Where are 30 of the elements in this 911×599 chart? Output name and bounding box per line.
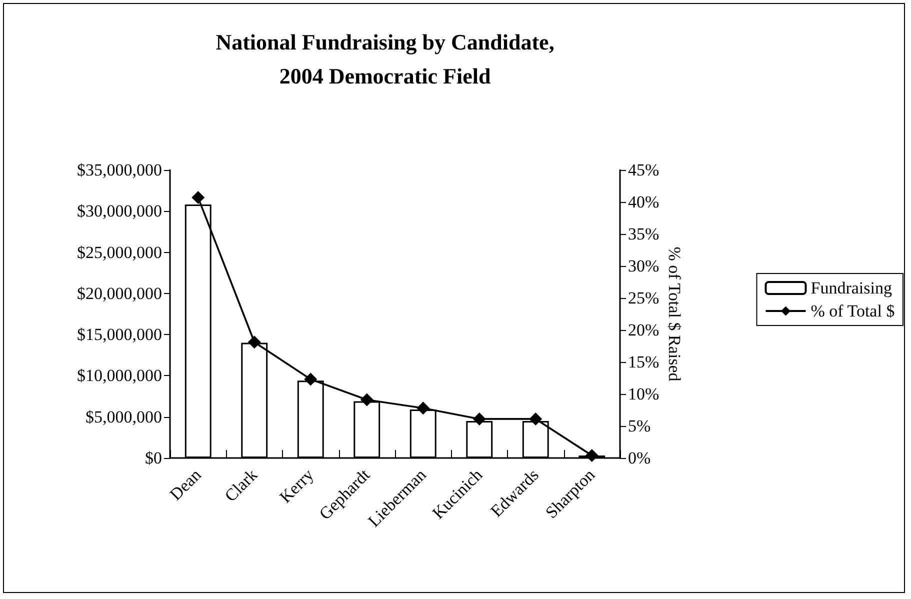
chart-title: National Fundraising by Candidate, 2004 Democratic Field: [216, 30, 554, 88]
y2-tick-label: 45%: [628, 160, 660, 180]
legend-label: % of Total $: [810, 302, 895, 320]
y2-tick-label: 35%: [628, 224, 660, 244]
y-tick-label: $0: [145, 448, 162, 468]
legend-label: Fundraising: [810, 278, 892, 298]
y2-tick-label: 5%: [628, 416, 651, 436]
point: [529, 412, 542, 426]
y2-tick-label: 20%: [628, 320, 660, 340]
point: [248, 336, 261, 349]
y2-tick-label: 25%: [628, 288, 660, 308]
y-tick-label: $15,000,000: [77, 325, 162, 344]
point: [416, 402, 430, 415]
point: [360, 393, 374, 406]
point: [192, 191, 205, 204]
y-tick-label: $35,000,000: [77, 160, 162, 180]
y-tick-label: $25,000,000: [77, 242, 162, 262]
y2-tick-label: 30%: [628, 256, 660, 276]
point: [585, 448, 598, 462]
y-tick-label: $30,000,000: [77, 202, 162, 221]
y-tick-label: $20,000,000: [77, 284, 162, 303]
y2-tick-label: 40%: [628, 192, 660, 212]
y2-tick-label: 0%: [628, 448, 651, 468]
y2-tick-label: 15%: [628, 352, 660, 372]
y2-axis-title: % of Total $ Raised: [665, 246, 684, 382]
y2-tick-label: 10%: [628, 384, 660, 404]
point: [304, 372, 318, 386]
y-tick-label: $10,000,000: [77, 366, 162, 386]
point: [472, 412, 486, 426]
y-tick-label: $5,000,000: [86, 407, 162, 426]
